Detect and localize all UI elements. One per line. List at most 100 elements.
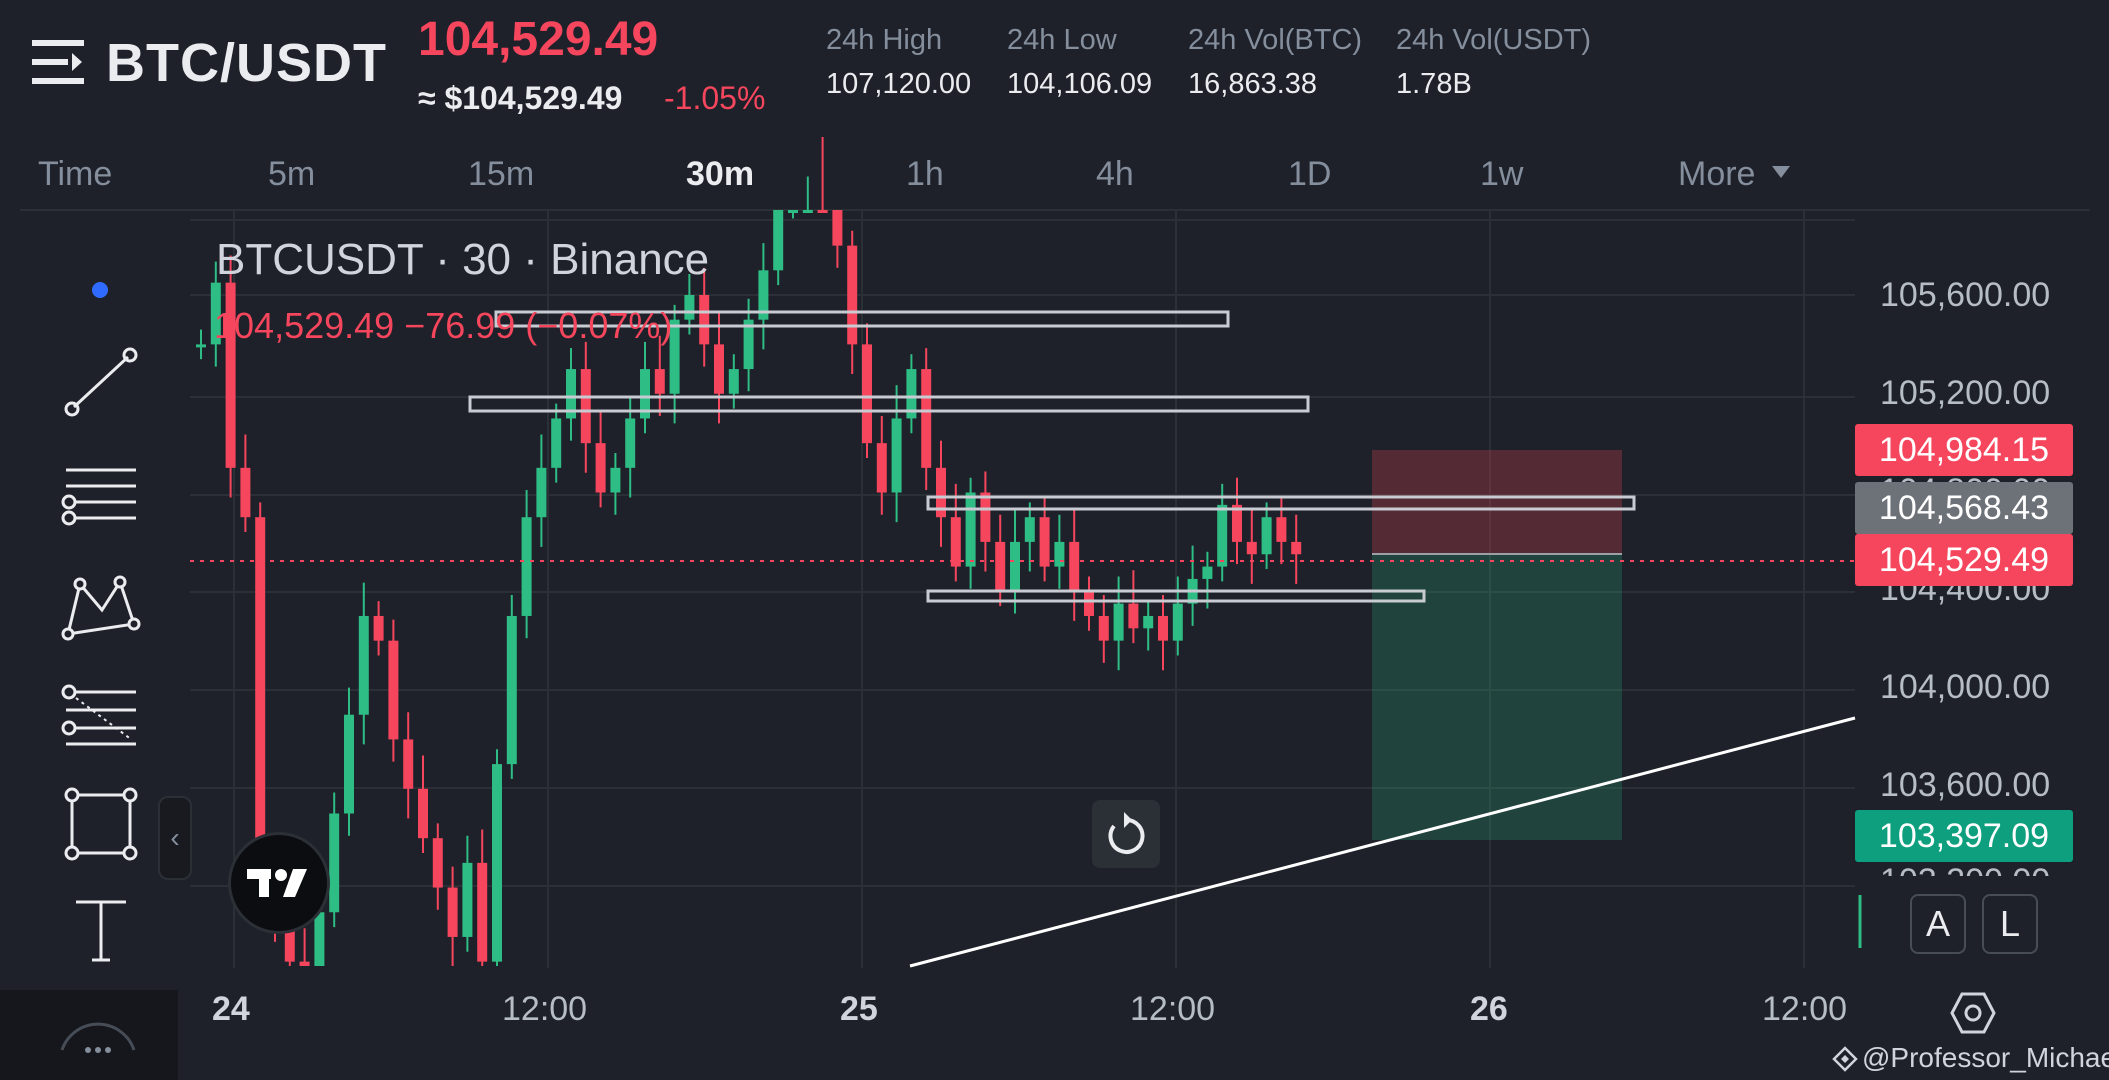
candle-body [566, 369, 576, 419]
candle-body [1098, 615, 1109, 641]
tab-30m[interactable]: 30m [686, 155, 755, 193]
binance-logo-icon [1832, 1046, 1858, 1072]
candle-body [225, 282, 236, 468]
candle-body [936, 467, 946, 518]
candle-body [1217, 504, 1228, 567]
candle-body [1276, 517, 1287, 542]
more-tools-icon[interactable] [0, 990, 180, 1080]
menu-icon[interactable] [32, 38, 84, 86]
candle-body [625, 418, 636, 468]
candle-body [477, 862, 488, 962]
tab-1w[interactable]: 1w [1480, 155, 1524, 193]
change-percent: -1.05% [664, 80, 766, 116]
candle-body [906, 369, 917, 419]
time-axis-label: 12:00 [1762, 990, 1848, 1028]
price-axis-label: 105,600.00 [1880, 276, 2051, 314]
candle-body [551, 418, 562, 468]
time-axis-label: 24 [212, 990, 250, 1028]
text-tool-icon[interactable] [56, 890, 146, 970]
candle-body [462, 862, 473, 937]
candle-body [1054, 541, 1065, 567]
candle-body [1010, 541, 1020, 592]
candle-body [773, 210, 784, 271]
last-price: 104,529.49 [418, 13, 659, 66]
candle-body [965, 492, 976, 567]
tab-1h[interactable]: 1h [906, 155, 944, 193]
candle-body [329, 813, 340, 913]
auto-scale-button[interactable]: A [1910, 894, 1966, 954]
rectangle-tool-icon[interactable] [56, 785, 146, 865]
tab-1d[interactable]: 1D [1288, 155, 1332, 193]
collapse-toolbar-button[interactable]: ‹ [158, 796, 192, 880]
stop-loss-zone [1372, 450, 1622, 554]
pair-title[interactable]: BTC/USDT [106, 33, 387, 93]
take-profit-tag: 103,397.09 [1855, 810, 2073, 862]
candle-body [980, 492, 991, 542]
chart-ohlc: 104,529.49 −76.99 (−0.07%) [214, 305, 673, 346]
candle-body [284, 912, 295, 962]
candle-body [1232, 504, 1242, 542]
tab-4h[interactable]: 4h [1096, 155, 1134, 193]
candle-body [847, 245, 858, 345]
candle-body [654, 369, 665, 394]
candle-body [1069, 541, 1080, 592]
candle-body [684, 295, 695, 320]
candle-body [1158, 615, 1168, 641]
trend-line-tool-icon[interactable] [56, 345, 146, 425]
chart-settings-icon[interactable] [1950, 990, 1996, 1036]
time-axis-label: 12:00 [502, 990, 588, 1028]
stat-value-vol-btc: 16,863.38 [1188, 68, 1318, 100]
pattern-tool-icon[interactable] [56, 570, 146, 650]
cursor-dot-icon[interactable] [56, 270, 146, 350]
stop-loss-tag: 104,984.15 [1855, 424, 2073, 476]
candle-body [669, 319, 680, 394]
candle-body [891, 418, 902, 493]
stat-label-vol-usdt: 24h Vol(USDT) [1396, 24, 1592, 56]
stat-value-high: 107,120.00 [826, 68, 972, 100]
chevron-down-icon[interactable] [1772, 166, 1790, 178]
candle-body [876, 443, 887, 493]
tab-15m[interactable]: 15m [468, 155, 535, 193]
watermark: @Professor_Michael [1862, 1042, 2109, 1073]
horizontal-lines-tool-icon[interactable] [56, 460, 146, 540]
stat-label-high: 24h High [826, 24, 943, 56]
tab-time[interactable]: Time [38, 155, 113, 193]
candle-body [506, 615, 517, 765]
tab-5m[interactable]: 5m [268, 155, 316, 193]
chart-title: BTCUSDT · 30 · Binance [216, 235, 710, 284]
candle-body [714, 344, 724, 394]
drawing-toolbar [0, 210, 180, 1080]
entry-price-tag: 104,568.43 [1855, 482, 2073, 534]
candle-body [921, 369, 932, 468]
tab-more[interactable]: More [1678, 155, 1756, 193]
candle-body [699, 295, 710, 345]
candle-body [521, 517, 532, 616]
fiat-price: ≈ $104,529.49 [418, 80, 623, 116]
candle-body [743, 319, 754, 370]
price-axis-label: 105,200.00 [1880, 374, 2051, 412]
stat-value-vol-usdt: 1.78B [1396, 68, 1472, 100]
candle-body [610, 467, 621, 493]
candle-body [1246, 541, 1257, 555]
stat-label-vol-btc: 24h Vol(BTC) [1188, 24, 1363, 56]
candle-body [1024, 517, 1035, 542]
candle-body [1143, 615, 1154, 629]
fib-tool-icon[interactable] [56, 680, 146, 760]
resistance-zone-2 [468, 395, 1310, 413]
candle-body [1039, 517, 1050, 567]
candle-body [802, 210, 813, 213]
time-axis-label: 25 [840, 990, 878, 1028]
price-axis-label: 103,600.00 [1880, 766, 2051, 804]
candle-body [536, 467, 547, 518]
reset-view-button[interactable] [1092, 800, 1160, 868]
time-axis-label: 12:00 [1130, 990, 1216, 1028]
candle-body [788, 210, 798, 213]
log-scale-button[interactable]: L [1982, 894, 2038, 954]
candle-body [817, 210, 828, 213]
candle-body [832, 210, 843, 246]
support-zone [926, 589, 1426, 603]
candle-body [862, 344, 872, 444]
take-profit-zone [1372, 554, 1622, 840]
candle-body [210, 282, 221, 345]
